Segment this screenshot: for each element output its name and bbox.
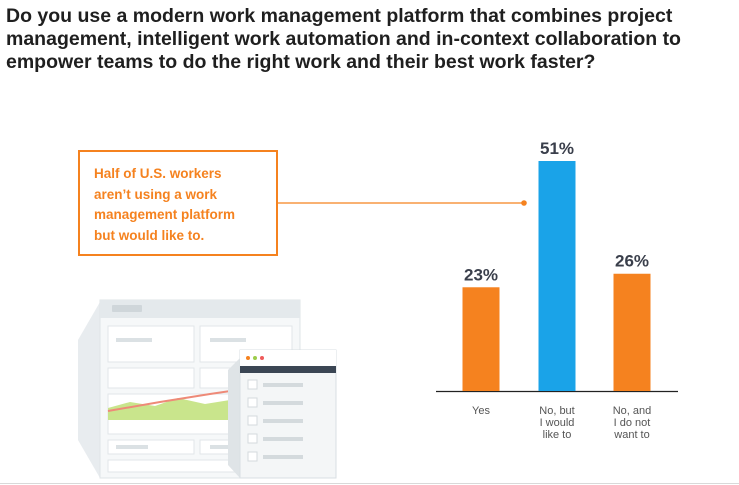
work-management-dashboard-illustration (78, 299, 337, 479)
callout-line: management platform (94, 207, 236, 222)
connector-dot (521, 200, 527, 206)
value-label-1: 23% (464, 265, 498, 284)
callout-text: Half of U.S. workers aren’t using a work… (94, 164, 274, 246)
bar-2 (538, 161, 576, 391)
bottom-divider (0, 483, 739, 484)
callout-box: Half of U.S. workers aren’t using a work… (78, 150, 278, 256)
bar-1 (462, 287, 500, 391)
category-label-3: want to (613, 429, 649, 441)
bar-3 (613, 273, 651, 391)
category-label-3: No, and (613, 405, 652, 417)
value-label-2: 51% (540, 139, 574, 158)
category-label-2: I would (540, 417, 575, 429)
category-label-1: Yes (472, 405, 490, 417)
callout-line: but would like to. (94, 227, 205, 243)
value-label-3: 26% (615, 252, 649, 271)
category-label-2: like to (543, 429, 572, 441)
callout-line: Half of U.S. workers (94, 166, 222, 181)
survey-question: Do you use a modern work management plat… (6, 5, 681, 73)
callout-line: aren’t using a work (94, 186, 218, 202)
category-label-2: No, but (539, 405, 574, 417)
category-label-3: I do not (614, 417, 651, 429)
